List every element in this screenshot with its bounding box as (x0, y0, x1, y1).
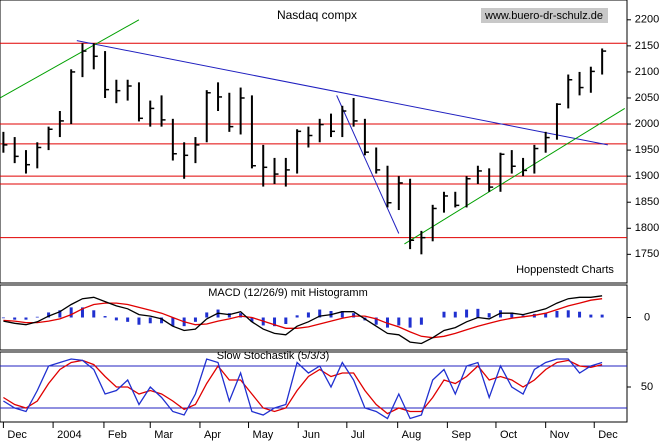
macd-label: MACD (12/26/9) mit Histogramm (208, 287, 368, 299)
x-tick-label: Jun (302, 429, 320, 441)
x-tick-label: Feb (108, 429, 127, 441)
histogram-bar (114, 317, 118, 321)
histogram-bar (510, 312, 514, 318)
histogram-bar (476, 308, 480, 318)
x-tick-label: Apr (204, 429, 221, 441)
histogram-bar (1, 317, 5, 319)
histogram-bar (148, 317, 152, 324)
histogram-bar (442, 311, 446, 318)
y-tick-label: 2050 (635, 92, 659, 104)
histogram-bar (374, 317, 378, 325)
stochastic-d (3, 359, 603, 415)
x-tick-label: 2004 (57, 429, 81, 441)
y-tick-label: 1850 (635, 196, 659, 208)
y-tick-label: 2000 (635, 118, 659, 130)
trend-line (336, 95, 400, 234)
histogram-bar (578, 311, 582, 318)
trend-line (76, 40, 608, 146)
histogram-bar (352, 313, 356, 318)
histogram-bar (58, 310, 62, 318)
macd-line (3, 295, 603, 345)
histogram-bar (126, 317, 130, 322)
watermark-box (481, 8, 608, 23)
chart-title: Nasdaq compx (277, 8, 357, 22)
y-tick-label: 1950 (635, 144, 659, 156)
histogram-bar (35, 316, 39, 318)
histogram-bar (103, 316, 107, 318)
histogram-bar (137, 317, 141, 325)
x-tick-label: Dec (7, 429, 27, 441)
histogram-bar (227, 313, 231, 318)
histogram-bar (408, 317, 412, 328)
stochastic-label: Slow Stochastik (5/3/3) (217, 350, 330, 362)
histogram-bar (589, 314, 593, 318)
x-tick-label: Nov (550, 429, 570, 441)
histogram-bar (250, 317, 254, 322)
histogram-bar (318, 309, 322, 318)
trend-line (404, 107, 626, 245)
y-tick-label: 50 (641, 381, 653, 393)
watermark: www.buero-dr-schulz.de (484, 10, 603, 22)
signal-line (3, 298, 603, 339)
histogram-bar (80, 307, 84, 318)
stochastic-k (3, 358, 603, 420)
histogram-bar (600, 314, 604, 318)
histogram-bar (385, 317, 389, 328)
x-tick-label: Jul (351, 429, 365, 441)
histogram-bar (397, 317, 401, 326)
histogram-bar (92, 310, 96, 318)
histogram-bar (69, 307, 73, 318)
y-tick-label: 1800 (635, 222, 659, 234)
y-tick-label: 2200 (635, 14, 659, 26)
x-tick-label: May (253, 429, 274, 441)
histogram-bar (340, 311, 344, 318)
y-tick-label: 2100 (635, 66, 659, 78)
histogram-bar (24, 317, 28, 320)
y-tick-label: 1900 (635, 170, 659, 182)
trend-line (0, 19, 140, 99)
histogram-bar (193, 317, 197, 322)
y-tick-label: 2150 (635, 40, 659, 52)
y-tick-label: 1750 (635, 248, 659, 260)
histogram-bar (273, 317, 277, 327)
histogram-bar (284, 317, 288, 324)
histogram-bar (544, 313, 548, 318)
y-tick-label: 0 (644, 311, 650, 323)
annotation: Hoppenstedt Charts (516, 264, 614, 276)
histogram-bar (171, 317, 175, 327)
x-tick-label: Dec (598, 429, 618, 441)
histogram-bar (295, 315, 299, 318)
x-tick-label: Mar (154, 429, 173, 441)
histogram-bar (419, 317, 423, 325)
x-tick-label: Aug (402, 429, 422, 441)
x-tick-label: Sep (451, 429, 471, 441)
histogram-bar (239, 313, 243, 318)
histogram-bar (47, 312, 51, 318)
histogram-bar (465, 309, 469, 318)
histogram-bar (487, 313, 491, 318)
x-tick-label: Oct (500, 429, 517, 441)
histogram-bar (453, 311, 457, 318)
histogram-bar (566, 310, 570, 318)
histogram-bar (13, 317, 17, 320)
histogram-bar (555, 311, 559, 318)
histogram-bar (306, 312, 310, 318)
histogram-bar (205, 312, 209, 318)
histogram-bar (160, 317, 164, 324)
panel-frame (0, 0, 628, 284)
